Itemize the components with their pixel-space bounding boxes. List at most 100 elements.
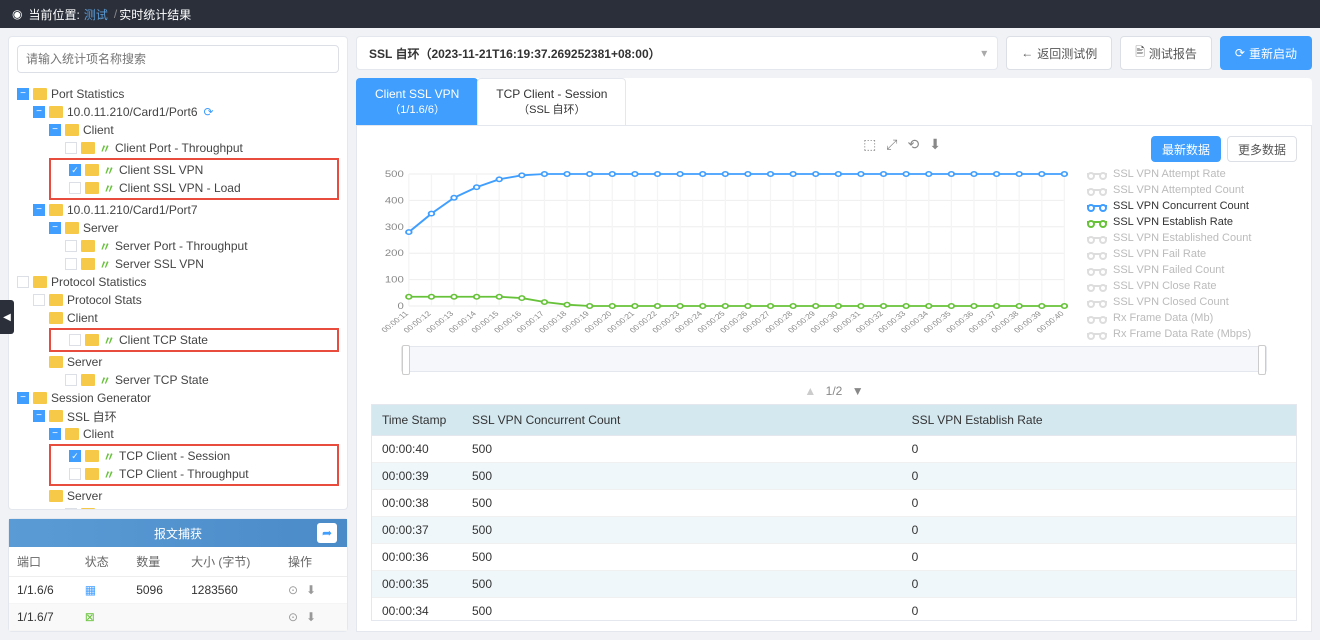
share-icon[interactable]: ➦ [317,523,337,543]
table-row: 00:00:375000 [372,517,1296,544]
checkbox[interactable] [65,142,77,154]
tool-reset-icon[interactable]: ⟲ [908,136,920,153]
checkbox[interactable] [69,182,81,194]
tree-leaf-client-ssl-vpn[interactable]: Client SSL VPN [119,163,203,177]
breadcrumb-sep: / [114,7,117,21]
checkbox[interactable] [65,240,77,252]
legend-item[interactable]: SSL VPN Failed Count [1087,262,1297,278]
search-input[interactable] [17,45,339,73]
tree-node-client[interactable]: Client [83,123,114,137]
collapse-sidebar-handle[interactable]: ◀ [0,300,14,334]
back-button[interactable]: ← 返回测试例 [1006,36,1112,70]
legend-item[interactable]: Rx Frame Data (Mb) [1087,310,1297,326]
play-icon[interactable]: ⊙ [288,610,298,624]
checkbox[interactable] [65,508,77,509]
checkbox[interactable] [65,258,77,270]
tree-node[interactable]: Client [83,427,114,441]
legend-item[interactable]: SSL VPN Fail Rate [1087,246,1297,262]
tree-node-port-statistics[interactable]: Port Statistics [51,87,124,101]
capture-title: 报文捕获 [154,525,202,542]
tree-leaf[interactable]: Server Port - Throughput [115,239,248,253]
restart-button[interactable]: ⟳ 重新启动 [1220,36,1312,70]
test-select[interactable]: SSL 自环（2023-11-21T16:19:37.269252381+08:… [356,36,998,70]
expand-icon[interactable]: − [49,222,61,234]
scrub-handle-right[interactable] [1258,345,1266,375]
latest-data-button[interactable]: 最新数据 [1151,136,1221,162]
expand-icon[interactable]: − [33,410,45,422]
table-row: 00:00:345000 [372,598,1296,622]
tree-leaf-tcp-client-session[interactable]: TCP Client - Session [119,449,230,463]
tree-node-ssl-loop[interactable]: SSL 自环 [67,408,117,425]
legend-pager: ▲ 1/2 ▼ [371,384,1297,398]
status-icon: ▦ [85,583,96,597]
expand-icon[interactable]: − [33,106,45,118]
legend-item[interactable]: SSL VPN Closed Count [1087,294,1297,310]
download-icon[interactable]: ⬇ [306,610,316,624]
expand-icon[interactable]: − [49,124,61,136]
tree-leaf[interactable]: TCP Server - Session [115,507,231,509]
tab-client-ssl-vpn[interactable]: Client SSL VPN（1/1.6/6） [356,78,478,125]
tree-leaf-client-tcp-state[interactable]: Client TCP State [119,333,208,347]
folder-icon [85,468,99,480]
tool-select-icon[interactable]: ⬚ [863,136,876,153]
legend-item[interactable]: SSL VPN Close Rate [1087,278,1297,294]
tool-download-icon[interactable]: ⬇ [929,136,941,153]
capture-row: 1/1.6/7 ⊠ ⊙⬇ [9,604,347,631]
legend-item[interactable]: SSL VPN Establish Rate [1087,214,1297,230]
breadcrumb-link-test[interactable]: 测试 [84,6,108,23]
tree-node[interactable]: Server [67,355,102,369]
download-icon[interactable]: ⬇ [306,583,316,597]
folder-icon [49,204,63,216]
tree-leaf[interactable]: Server TCP State [115,373,209,387]
checkbox[interactable]: ✓ [69,450,81,462]
table-row: 00:00:395000 [372,463,1296,490]
tree-leaf[interactable]: Client Port - Throughput [115,141,243,155]
checkbox[interactable] [65,374,77,386]
tree-node-session-generator[interactable]: Session Generator [51,391,151,405]
tool-zoom-icon[interactable]: ⤢ [886,136,897,153]
chart-icon: 〃 [103,162,115,179]
breadcrumb: ◉ 当前位置: 测试 / 实时统计结果 [0,0,1320,28]
checkbox[interactable] [33,294,45,306]
col-op: 操作 [280,547,347,577]
folder-icon [81,142,95,154]
legend-item[interactable]: SSL VPN Attempt Rate [1087,166,1297,182]
legend-item[interactable]: SSL VPN Concurrent Count [1087,198,1297,214]
pager-next-icon[interactable]: ▼ [852,384,864,398]
expand-icon[interactable]: − [49,428,61,440]
tab-tcp-client-session[interactable]: TCP Client - Session（SSL 自环） [477,78,626,125]
tree-node-server[interactable]: Server [83,221,118,235]
pager-prev-icon[interactable]: ▲ [804,384,816,398]
checkbox[interactable] [17,276,29,288]
tree-leaf-client-ssl-vpn-load[interactable]: Client SSL VPN - Load [119,181,241,195]
legend-item[interactable]: Rx Frame Data Rate (Mbps) [1087,326,1297,342]
tree-leaf-tcp-client-throughput[interactable]: TCP Client - Throughput [119,467,249,481]
tree-node[interactable]: Server [67,489,102,503]
legend-item[interactable]: SSL VPN Established Count [1087,230,1297,246]
breadcrumb-current: 实时统计结果 [119,6,191,23]
time-scrubber[interactable] [401,346,1267,372]
tree-node[interactable]: Client [67,311,98,325]
scrub-handle-left[interactable] [402,345,410,375]
tree-node-port7[interactable]: 10.0.11.210/Card1/Port7 [67,203,198,217]
expand-icon[interactable]: − [17,392,29,404]
folder-icon [49,312,63,324]
svg-text:400: 400 [385,196,404,206]
more-data-button[interactable]: 更多数据 [1227,136,1297,162]
tree-leaf[interactable]: Server SSL VPN [115,257,204,271]
expand-icon[interactable]: − [17,88,29,100]
tree-node-port6[interactable]: 10.0.11.210/Card1/Port6 [67,105,198,119]
play-icon[interactable]: ⊙ [288,583,298,597]
legend-item[interactable]: SSL VPN Attempted Count [1087,182,1297,198]
table-row: 00:00:385000 [372,490,1296,517]
refresh-icon[interactable]: ⟳ [204,105,214,119]
folder-icon [49,294,63,306]
checkbox[interactable] [69,468,81,480]
checkbox[interactable] [69,334,81,346]
expand-icon[interactable]: − [33,204,45,216]
folder-icon [33,276,47,288]
tree-node[interactable]: Protocol Stats [67,293,142,307]
checkbox[interactable]: ✓ [69,164,81,176]
report-button[interactable]: 🖹 测试报告 [1120,36,1212,70]
tree-node-protocol-statistics[interactable]: Protocol Statistics [51,275,146,289]
